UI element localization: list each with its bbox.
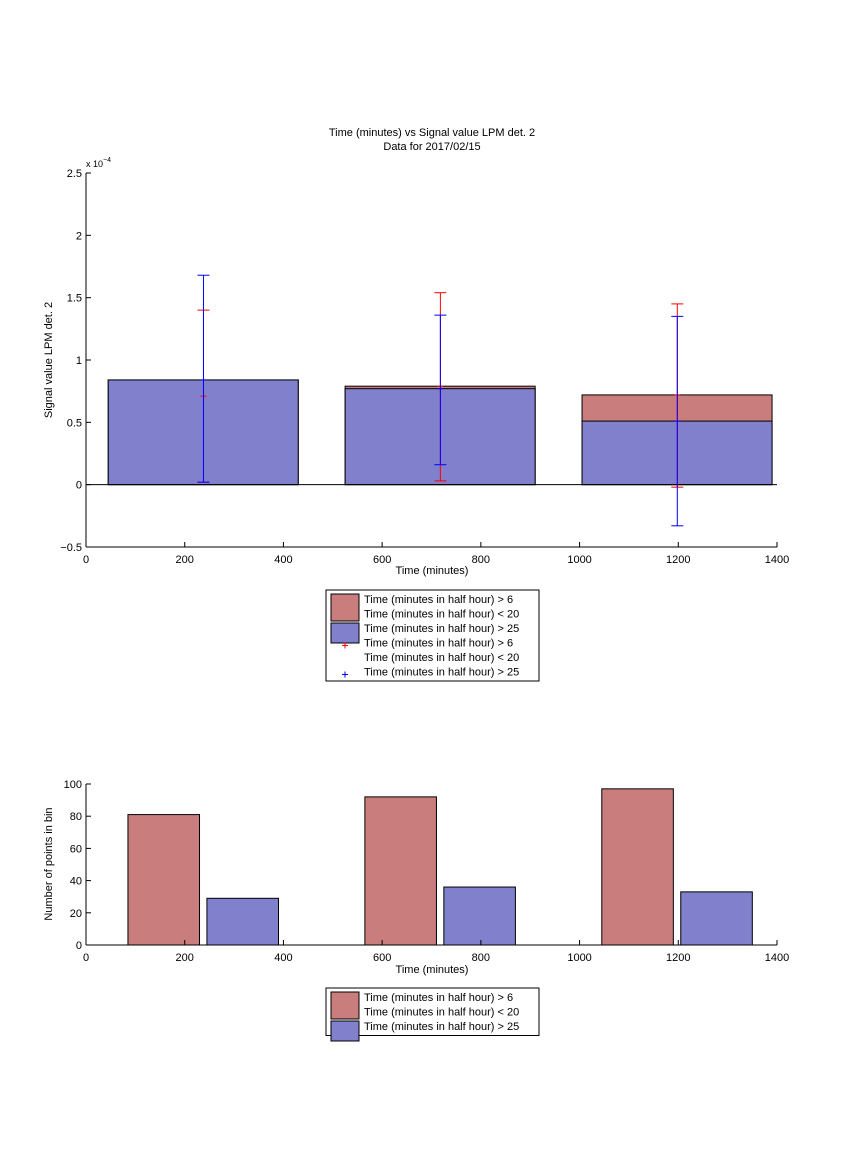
top-legend-label: Time (minutes in half hour) > 6 <box>364 638 513 650</box>
bottom-y-tick-label: 0 <box>76 940 82 952</box>
bottom-chart-legend: Time (minutes in half hour) > 6 Time (min… <box>325 987 540 1042</box>
bottom-x-tick-label: 1000 <box>567 952 591 964</box>
bottom-bar-blue <box>206 897 279 946</box>
bottom-bar-blue <box>443 886 516 946</box>
top-chart-y-multiplier-exponent: −4 <box>103 157 111 164</box>
top-x-tick-label: 1200 <box>666 554 690 566</box>
top-legend-swatch <box>330 622 360 644</box>
top-x-tick-label: 400 <box>274 554 292 566</box>
bottom-x-tick-label: 400 <box>274 952 292 964</box>
bottom-chart: 0 200 400 600 800 1000 1200 1400 0 20 40 60 80 100 <box>64 779 790 964</box>
bottom-bar-blue <box>680 891 753 946</box>
top-y-tick-label: 0.5 <box>67 417 82 429</box>
top-legend-label: Time (minutes in half hour) > 25 <box>364 623 519 635</box>
bottom-x-tick-label: 1200 <box>666 952 690 964</box>
bottom-y-tick-label: 100 <box>64 779 82 791</box>
top-y-tick-label: 2 <box>76 230 82 242</box>
top-y-tick-label: 1 <box>76 355 82 367</box>
top-y-tick-label: 0 <box>76 480 82 492</box>
top-chart-subtitle: Data for 2017/02/15 <box>383 141 480 153</box>
top-legend-label: Time (minutes in half hour) > 25 <box>364 667 519 679</box>
bottom-legend-label: Time (minutes in half hour) < 20 <box>364 1007 519 1019</box>
top-chart-y-multiplier-base: x 10 <box>86 159 103 169</box>
bottom-x-tick-label: 200 <box>176 952 194 964</box>
bottom-y-tick-label: 40 <box>70 876 82 888</box>
bottom-legend-swatch <box>330 991 360 1020</box>
bottom-x-tick-label: 800 <box>472 952 490 964</box>
bottom-x-tick-label: 1400 <box>765 952 789 964</box>
bottom-chart-ylabel: Number of points in bin <box>43 807 55 920</box>
top-legend-label: Time (minutes in half hour) > 6 <box>364 594 513 606</box>
bottom-x-tick-label: 0 <box>83 952 89 964</box>
bottom-bar-red <box>364 796 437 946</box>
top-y-tick-label: 2.5 <box>67 168 82 180</box>
top-x-tick-label: 200 <box>176 554 194 566</box>
top-legend-box <box>325 589 540 682</box>
top-x-tick-label: 0 <box>83 554 89 566</box>
top-x-tick-label: 1000 <box>567 554 591 566</box>
bottom-y-tick-label: 80 <box>70 811 82 823</box>
top-chart: 0 200 400 600 800 1000 1200 1400−0.500.511.522.… <box>60 168 789 566</box>
top-x-tick-label: 1400 <box>765 554 789 566</box>
bottom-legend-label: Time (minutes in half hour) > 25 <box>364 1021 519 1033</box>
top-legend-swatch <box>330 593 360 622</box>
top-legend-label: Time (minutes in half hour) < 20 <box>364 652 519 664</box>
top-legend-label: Time (minutes in half hour) < 20 <box>364 609 519 621</box>
top-y-tick-label: −0.5 <box>60 542 82 554</box>
top-x-tick-label: 600 <box>373 554 391 566</box>
bottom-x-tick-label: 600 <box>373 952 391 964</box>
top-chart-title: Time (minutes) vs Signal value LPM det. … <box>329 127 535 139</box>
bottom-legend-box <box>325 987 540 1036</box>
top-chart-xlabel: Time (minutes) <box>396 565 469 577</box>
bottom-y-tick-label: 60 <box>70 843 82 855</box>
top-chart-ylabel: Signal value LPM det. 2 <box>43 302 55 418</box>
bottom-y-tick-label: 20 <box>70 908 82 920</box>
top-x-tick-label: 800 <box>472 554 490 566</box>
bottom-bar-red <box>601 788 674 946</box>
bottom-legend-label: Time (minutes in half hour) > 6 <box>364 992 513 1004</box>
top-chart-legend: Time (minutes in half hour) > 6 Time (min… <box>325 589 540 682</box>
bottom-legend-swatch <box>330 1020 360 1042</box>
bottom-chart-xlabel: Time (minutes) <box>396 964 469 976</box>
top-y-tick-label: 1.5 <box>67 293 82 305</box>
top-chart-y-multiplier: x 10−4 <box>86 157 111 169</box>
bottom-bar-red <box>127 814 201 946</box>
